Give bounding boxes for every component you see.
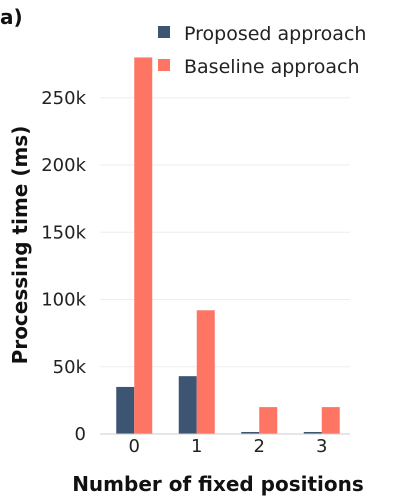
bar-proposed-3 — [303, 431, 322, 434]
bar-proposed-2 — [241, 431, 260, 434]
x-tick-label: 0 — [129, 436, 140, 457]
x-tick-label: 1 — [191, 436, 202, 457]
panel-label: a) — [0, 5, 23, 29]
y-tick-labels: 0 50k 100k 150k 200k 250k — [41, 88, 86, 445]
x-tick-label: 3 — [316, 436, 327, 457]
y-tick-label: 50k — [53, 357, 87, 378]
legend-label-proposed: Proposed approach — [184, 23, 366, 45]
y-tick-label: 0 — [75, 424, 86, 445]
x-tick-label: 2 — [254, 436, 265, 457]
legend-swatch-baseline — [158, 59, 170, 71]
legend-swatch-proposed — [158, 26, 170, 38]
legend: Proposed approach Baseline approach — [158, 23, 366, 78]
y-axis-title: Processing time (ms) — [8, 126, 32, 365]
bar-baseline-3 — [321, 407, 340, 434]
bar-proposed-1 — [178, 376, 197, 434]
y-tick-label: 250k — [41, 88, 86, 109]
y-tick-label: 100k — [41, 290, 86, 311]
legend-label-baseline: Baseline approach — [184, 56, 360, 78]
bar-baseline-1 — [196, 310, 215, 434]
bars — [116, 57, 340, 435]
bar-proposed-0 — [116, 386, 135, 434]
x-axis-title: Number of fixed positions — [72, 472, 364, 496]
bar-baseline-0 — [134, 57, 153, 435]
y-tick-label: 200k — [41, 155, 86, 176]
x-tick-labels: 0 1 2 3 — [129, 436, 328, 457]
bar-baseline-2 — [259, 407, 278, 434]
y-tick-label: 150k — [41, 222, 86, 243]
